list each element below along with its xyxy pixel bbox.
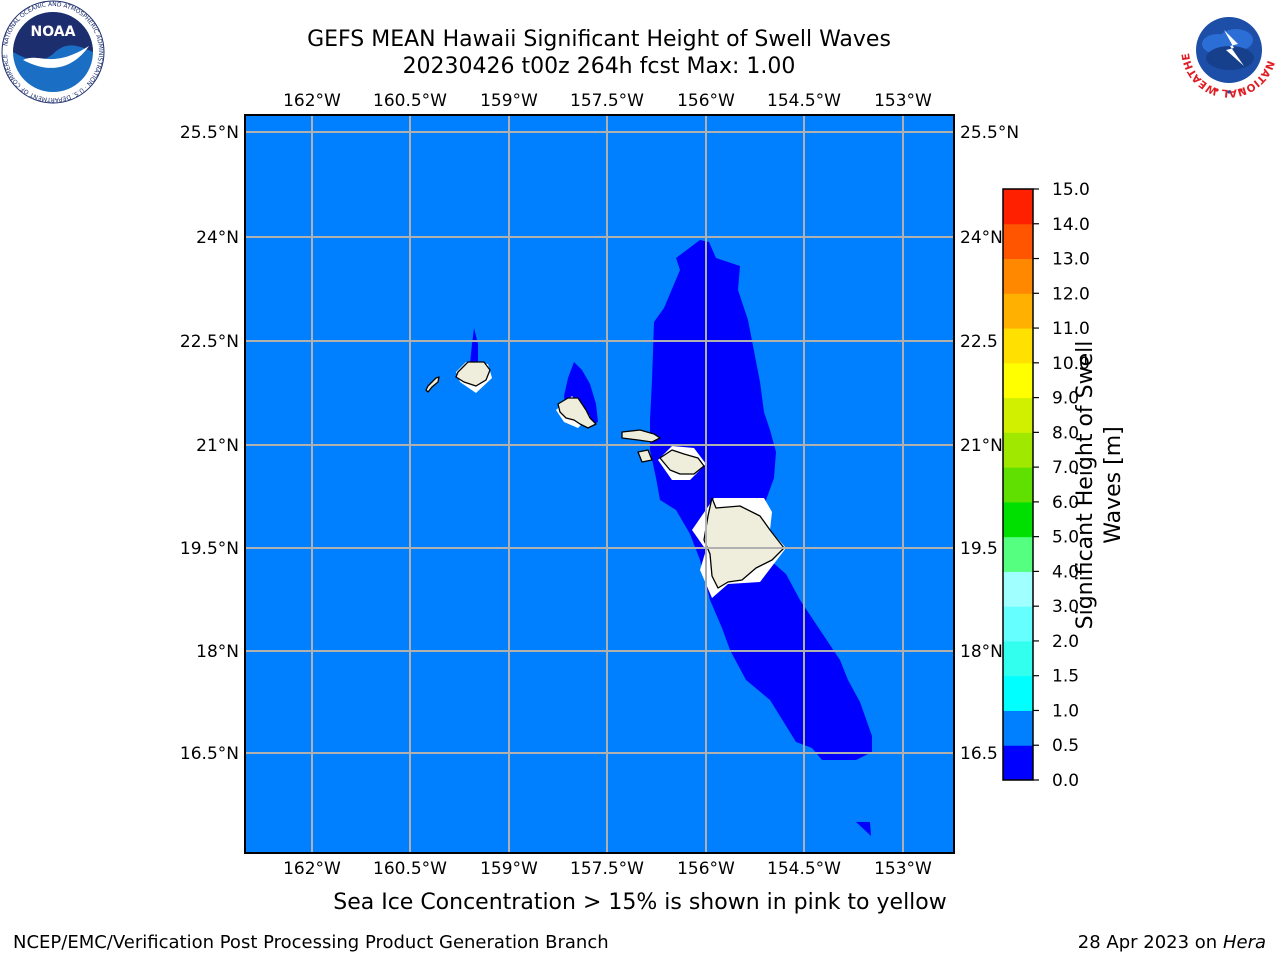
lon-tick-label: 162°W — [283, 859, 341, 879]
colorbar-box — [1003, 501, 1033, 538]
colorbar-tick-label: 6.0 — [1052, 493, 1079, 513]
lat-tick-label: 16.5 — [960, 744, 998, 764]
lon-tick-label: 156°W — [677, 859, 735, 879]
lat-tick-label: 22.5°N — [180, 332, 239, 352]
lat-tick-label: 24°N — [960, 228, 1003, 248]
island-maui — [659, 449, 705, 475]
credit-text: NCEP/EMC/Verification Post Processing Pr… — [13, 932, 609, 953]
lon-ticks-bottom: 162°W 160.5°W 159°W 157.5°W 156°W 154.5°… — [283, 859, 932, 879]
colorbar-tick-label: 4.0 — [1052, 562, 1079, 582]
colorbar-box — [1003, 362, 1033, 399]
lon-tick-label: 157.5°W — [570, 859, 644, 879]
lon-tick-label: 156°W — [677, 91, 735, 111]
lon-tick-label: 153°W — [874, 91, 932, 111]
colorbar-tick-label: 10.0 — [1052, 354, 1090, 374]
low-swell-south-patch — [856, 822, 871, 836]
lon-tick-label: 160.5°W — [373, 91, 447, 111]
lon-tick-label: 157.5°W — [570, 91, 644, 111]
chart-subtitle: 20230426 t00z 264h fcst Max: 1.00 — [402, 54, 796, 79]
colorbar-box — [1003, 745, 1033, 781]
colorbar-box — [1003, 606, 1033, 642]
colorbar-box — [1003, 536, 1033, 572]
lon-tick-label: 162°W — [283, 91, 341, 111]
colorbar-tick-label: 15.0 — [1052, 180, 1090, 200]
lat-tick-label: 19.5 — [960, 539, 998, 559]
colorbar-tick-label: 0.5 — [1052, 736, 1079, 756]
lat-ticks-right: 25.5°N 24°N 22.5 21°N 19.5 18°N 16.5 — [960, 123, 1019, 764]
lat-tick-label: 24°N — [196, 228, 239, 248]
colorbar-box — [1003, 710, 1033, 746]
colorbar-tick-label: 12.0 — [1052, 284, 1090, 304]
colorbar-frame — [1002, 188, 1034, 781]
lat-tick-label: 21°N — [196, 436, 239, 456]
map-frame — [244, 114, 955, 854]
colorbar-box — [1003, 293, 1033, 329]
island-niihau — [425, 376, 440, 393]
lon-tick-label: 154.5°W — [767, 91, 841, 111]
colorbar-tick-label: 3.0 — [1052, 597, 1079, 617]
colorbar-box — [1003, 189, 1033, 225]
colorbar-tick-label: 0.0 — [1052, 771, 1079, 791]
colorbar — [1003, 189, 1033, 781]
land-islands — [425, 361, 785, 589]
lon-tick-label: 159°W — [480, 859, 538, 879]
colorbar-label-line2: Waves [m] — [1101, 426, 1126, 544]
island-kauai — [455, 361, 491, 387]
lon-tick-label: 154.5°W — [767, 859, 841, 879]
sea-ice-note: Sea Ice Concentration > 15% is shown in … — [333, 890, 947, 915]
lat-tick-label: 16.5°N — [180, 744, 239, 764]
lon-tick-label: 159°W — [480, 91, 538, 111]
colorbar-tick-label: 11.0 — [1052, 319, 1090, 339]
colorbar-tick-label: 7.0 — [1052, 458, 1079, 478]
colorbar-box — [1003, 223, 1033, 260]
colorbar-ticks: 0.0 0.5 1.0 1.5 2.0 3.0 4.0 5.0 6.0 7.0 8.0 9.0 10.0… — [1033, 180, 1090, 791]
lat-tick-label: 18°N — [196, 642, 239, 662]
lon-tick-label: 160.5°W — [373, 859, 447, 879]
colorbar-tick-label: 9.0 — [1052, 389, 1079, 409]
noaa-logo-text: NOAA — [31, 24, 76, 40]
colorbar-tick-label: 8.0 — [1052, 423, 1079, 443]
graticule — [245, 115, 954, 853]
noaa-logo: NATIONAL OCEANIC AND ATMOSPHERIC ADMINIS… — [1, 0, 105, 104]
lat-tick-label: 19.5°N — [180, 539, 239, 559]
date-text: 28 Apr 2023 on — [1077, 932, 1218, 953]
colorbar-box — [1003, 640, 1033, 677]
lat-tick-label: 18°N — [960, 642, 1003, 662]
colorbar-box — [1003, 675, 1033, 711]
colorbar-tick-label: 1.0 — [1052, 701, 1079, 721]
colorbar-tick-label: 2.0 — [1052, 632, 1079, 652]
nws-logo: NATIONAL WEATHER SERVICE — [1178, 0, 1278, 99]
colorbar-box — [1003, 328, 1033, 364]
lon-ticks-top: 162°W 160.5°W 159°W 157.5°W 156°W 154.5°… — [283, 91, 932, 111]
chart-title: GEFS MEAN Hawaii Significant Height of S… — [307, 27, 891, 52]
colorbar-tick-label: 14.0 — [1052, 215, 1090, 235]
colorbar-box — [1003, 258, 1033, 294]
colorbar-label-line1: Significant Height of Swell — [1073, 340, 1098, 630]
island-oahu — [557, 397, 597, 429]
colorbar-tick-label: 13.0 — [1052, 250, 1090, 270]
date-stamp: 28 Apr 2023 on Hera — [1078, 932, 1266, 953]
colorbar-box — [1003, 467, 1033, 503]
colorbar-tick-label: 1.5 — [1052, 667, 1079, 687]
lat-ticks-left: 25.5°N 24°N 22.5°N 21°N 19.5°N 18°N 16.5… — [180, 123, 239, 764]
colorbar-box — [1003, 432, 1033, 468]
low-swell-kauai-plume — [470, 328, 478, 364]
lon-tick-label: 153°W — [874, 859, 932, 879]
host-text: Hera — [1222, 932, 1266, 953]
colorbar-box — [1003, 397, 1033, 433]
colorbar-tick-label: 5.0 — [1052, 528, 1079, 548]
island-molokai — [621, 429, 661, 443]
colorbar-box — [1003, 571, 1033, 607]
lat-tick-label: 25.5°N — [180, 123, 239, 143]
lat-tick-label: 22.5 — [960, 332, 998, 352]
lat-tick-label: 21°N — [960, 436, 1003, 456]
lat-tick-label: 25.5°N — [960, 123, 1019, 143]
island-lanai — [637, 449, 653, 463]
